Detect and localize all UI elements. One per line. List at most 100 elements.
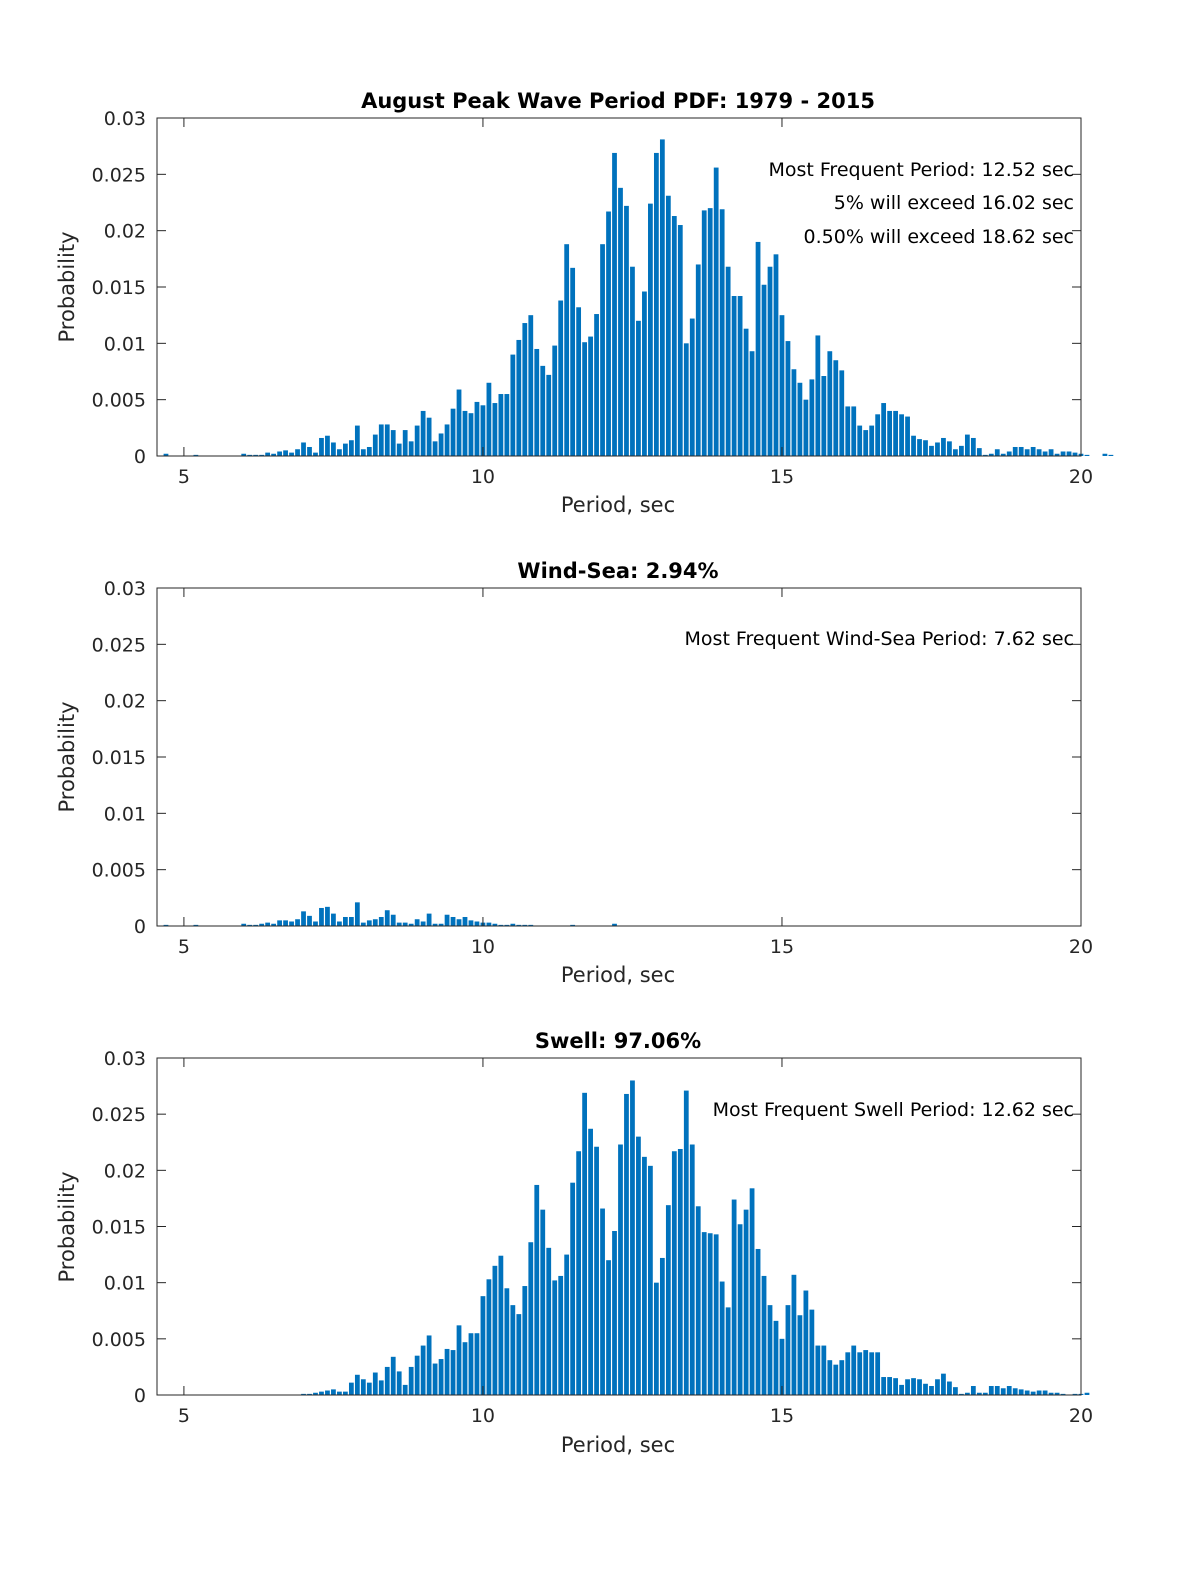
bar — [1060, 1393, 1066, 1395]
bar — [881, 1377, 887, 1395]
bar — [414, 425, 420, 456]
bar — [851, 1345, 857, 1395]
bar — [253, 454, 259, 456]
bar — [791, 1274, 797, 1395]
bar — [689, 1144, 695, 1395]
bar — [648, 203, 653, 456]
bar — [1018, 1389, 1024, 1395]
bar — [761, 284, 767, 456]
bar — [498, 924, 504, 926]
bar — [247, 454, 253, 456]
bar — [510, 354, 516, 456]
x-tick-label: 20 — [1069, 936, 1093, 958]
bar — [420, 410, 426, 456]
bar — [941, 437, 946, 456]
bar — [360, 449, 366, 456]
bar — [438, 433, 444, 456]
bar — [982, 1392, 988, 1395]
annotation-0-5-percent-exceed: 0.50% will exceed 18.62 sec — [804, 226, 1074, 248]
bar — [1084, 1392, 1090, 1395]
bar — [307, 1393, 312, 1395]
bar — [384, 910, 390, 926]
bar — [719, 1281, 725, 1395]
bar — [564, 244, 570, 456]
bar — [558, 1275, 564, 1395]
bar — [1018, 446, 1024, 456]
bar — [839, 370, 845, 456]
annotation-most-frequent-period: Most Frequent Period: 12.52 sec — [768, 159, 1074, 181]
bar — [863, 1350, 869, 1395]
bar — [163, 453, 169, 456]
bar — [612, 152, 617, 456]
x-axis-label: Period, sec — [561, 963, 675, 987]
bar — [588, 336, 593, 456]
bar — [893, 1378, 898, 1395]
bar — [540, 1209, 546, 1395]
bar — [707, 1233, 713, 1395]
y-tick-label: 0.005 — [92, 860, 146, 882]
annotation-most-frequent-wind-sea-period: Most Frequent Wind-Sea Period: 7.62 sec — [685, 628, 1074, 650]
bar — [366, 920, 372, 926]
bar — [366, 1382, 372, 1395]
bar — [456, 919, 462, 926]
bar — [737, 296, 743, 456]
bar — [313, 452, 318, 456]
bar — [378, 424, 384, 456]
bar — [1048, 1392, 1054, 1395]
bar — [893, 410, 898, 456]
bar — [492, 1265, 498, 1395]
bar — [863, 430, 869, 456]
bar — [887, 1377, 893, 1395]
bar — [498, 1255, 504, 1395]
bar — [289, 452, 294, 456]
bar — [929, 1386, 934, 1395]
bar — [582, 342, 587, 456]
bar — [546, 374, 552, 456]
bar — [265, 922, 271, 926]
bar — [510, 923, 516, 926]
bar — [1048, 449, 1054, 456]
panel-wind-sea: Wind-Sea: 2.94% 5 10 15 20 0 0.005 0.01 0.015 0.… — [55, 559, 1093, 987]
x-tick-label: 20 — [1069, 1405, 1093, 1427]
y-tick-label: 0.015 — [92, 1217, 146, 1239]
chart-title: Wind-Sea: 2.94% — [517, 559, 718, 583]
bar — [277, 920, 282, 926]
bar — [1042, 1390, 1048, 1395]
bar — [516, 1314, 522, 1395]
bar — [331, 1389, 336, 1395]
bar — [1012, 446, 1018, 456]
bar — [1030, 1391, 1036, 1395]
y-tick-label: 0.025 — [92, 634, 146, 656]
bar — [970, 1386, 976, 1395]
bar — [247, 924, 253, 926]
bar — [1060, 451, 1066, 456]
y-tick-label: 0.015 — [92, 277, 146, 299]
bar — [1108, 454, 1114, 456]
bar — [779, 1338, 785, 1395]
y-tick-label: 0 — [134, 1385, 146, 1407]
bar — [809, 379, 815, 456]
bar — [749, 1188, 755, 1395]
x-tick-label: 15 — [770, 466, 794, 488]
bar — [337, 449, 342, 456]
bar — [833, 1364, 839, 1395]
bar — [354, 902, 360, 926]
bar — [636, 320, 641, 456]
bar — [570, 1182, 576, 1395]
bar — [683, 343, 689, 456]
bar — [516, 924, 522, 926]
bar — [396, 922, 402, 926]
bar — [994, 1386, 1000, 1395]
bar — [325, 906, 330, 926]
y-tick-label: 0.01 — [104, 1273, 146, 1295]
bar — [558, 300, 564, 456]
bar — [797, 1315, 803, 1395]
bar — [468, 1333, 474, 1395]
bar — [307, 446, 312, 456]
bar — [570, 267, 576, 456]
bar — [911, 1378, 916, 1395]
bar — [289, 921, 294, 926]
bar — [791, 369, 797, 456]
bar — [456, 389, 462, 456]
